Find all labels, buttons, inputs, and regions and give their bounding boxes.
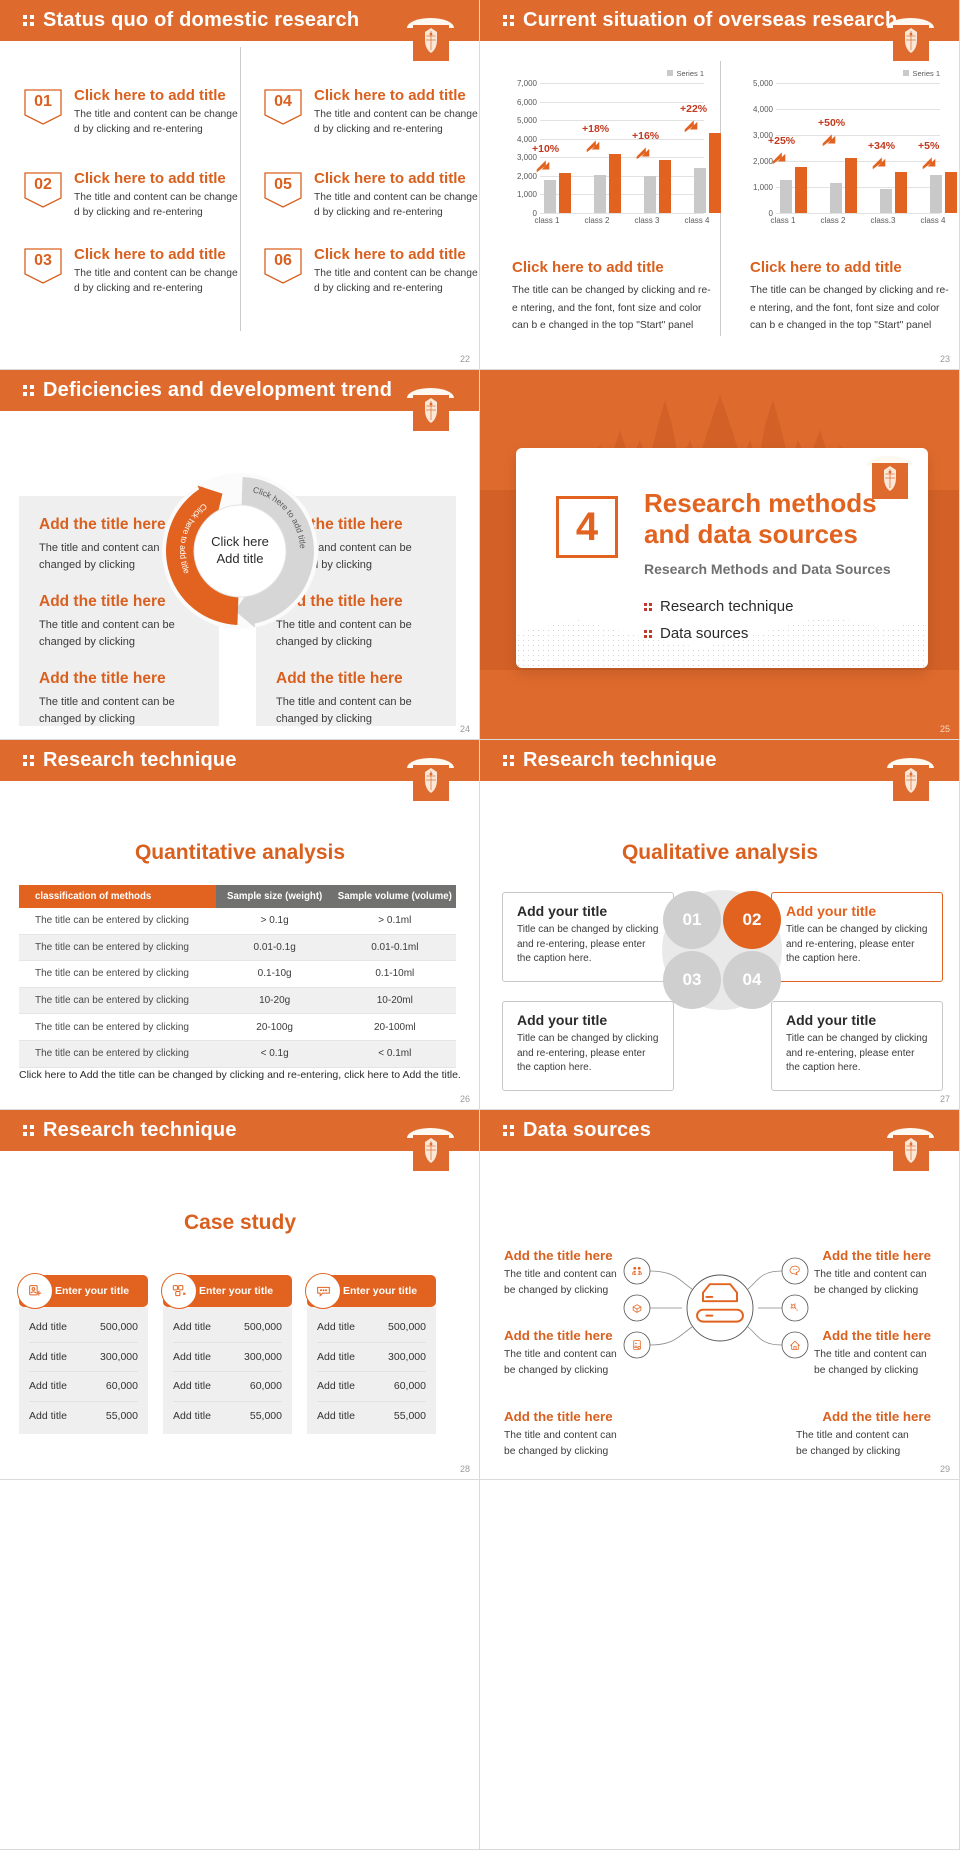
svg-text:Add title: Add title bbox=[217, 551, 264, 566]
svg-text:Click here: Click here bbox=[211, 534, 269, 549]
